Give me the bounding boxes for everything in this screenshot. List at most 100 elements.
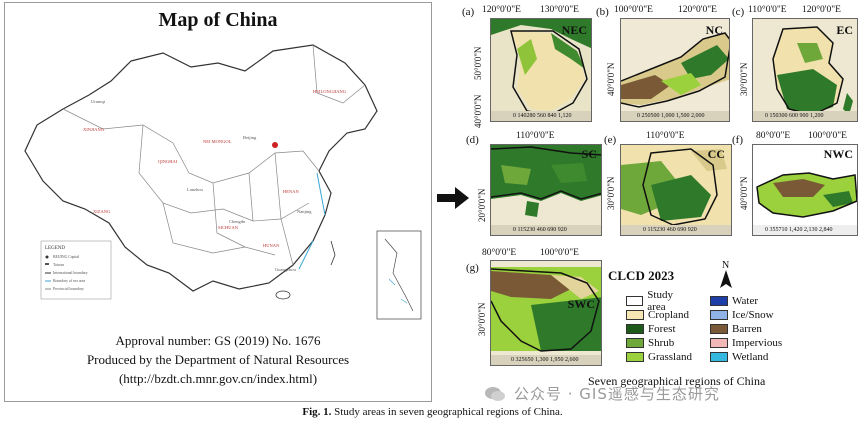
svg-text:QINGHAI: QINGHAI — [158, 159, 178, 164]
panel-g-lon-1: 80°0'0"E — [482, 248, 517, 258]
svg-text:Boundary of sea area: Boundary of sea area — [53, 279, 85, 283]
legend-item: Ice/Snow — [710, 308, 782, 321]
panel-g-code: SWC — [567, 297, 595, 311]
panel-b-scale: 0 250500 1,000 1,500 2,000 — [637, 113, 705, 119]
figure-caption-text: Study areas in seven geographical region… — [334, 406, 563, 418]
panel-a-code: NEC — [561, 23, 587, 37]
panel-g-scale: 0 325650 1,300 1,950 2,600 — [511, 357, 579, 363]
panel-f-scale: 0 355710 1,420 2,130 2,840 — [765, 227, 833, 233]
legend-title: CLCD 2023 — [608, 268, 675, 283]
panel-a-lat-1: 50°0'0"N — [473, 46, 483, 80]
panel-b-lat-1: 40°0'0"N — [606, 62, 616, 96]
legend-label: Shrub — [648, 336, 675, 349]
svg-text:Chengdu: Chengdu — [229, 219, 246, 224]
panel-e-map: CC 0 115230 460 690 920 — [620, 144, 732, 236]
legend-label: Impervious — [732, 336, 783, 349]
panel-g-label: (g) — [466, 262, 479, 274]
source-url: (http://bzdt.ch.mnr.gov.cn/index.html) — [118, 371, 318, 386]
legend-swatch — [626, 351, 644, 362]
china-map-panel: Map of China XINJIANG XIZANG QINGHAI NEI… — [4, 2, 432, 402]
panel-a-label: (a) — [462, 6, 475, 18]
china-map-title: Map of China — [158, 9, 278, 31]
svg-text:BEIJING Capital: BEIJING Capital — [53, 255, 79, 259]
svg-text:HEILONGJIANG: HEILONGJIANG — [313, 89, 347, 94]
panel-c-lon-2: 120°0'0"E — [802, 5, 841, 15]
panel-d-lat-1: 20°0'0"N — [477, 188, 487, 222]
panel-g-map: SWC 0 325650 1,300 1,950 2,600 — [490, 260, 602, 366]
legend-item: Wetland — [710, 350, 782, 363]
panel-f-lon-1: 80°0'0"E — [756, 131, 791, 141]
legend-label: Cropland — [648, 308, 689, 321]
panel-c-lat-1: 30°0'0"N — [739, 62, 749, 96]
legend-label: Ice/Snow — [732, 308, 774, 321]
panel-b-code: NC — [705, 23, 723, 37]
panel-b-map: NC 0 250500 1,000 1,500 2,000 — [620, 18, 730, 122]
svg-text:HUNAN: HUNAN — [263, 243, 280, 248]
svg-text:Lanzhou: Lanzhou — [187, 187, 203, 192]
legend-swatch — [710, 323, 728, 334]
legend-swatch — [710, 337, 728, 348]
panel-d-scale: 0 115230 460 690 920 — [513, 227, 567, 233]
svg-text:Taiwan: Taiwan — [53, 263, 64, 267]
legend-item: Forest — [626, 322, 692, 335]
svg-text:Provincial boundary: Provincial boundary — [53, 287, 84, 291]
panel-e-scale: 0 115230 460 690 920 — [643, 227, 697, 233]
china-outline-map: XINJIANG XIZANG QINGHAI NEI MONGOL HEILO… — [24, 44, 422, 320]
panel-b-lon-2: 120°0'0"E — [678, 5, 717, 15]
panel-e-label: (e) — [604, 134, 617, 146]
svg-text:XINJIANG: XINJIANG — [83, 127, 105, 132]
legend-column-1: Study area Cropland Forest Shrub Grassland — [626, 289, 692, 364]
svg-text:Guangzhou: Guangzhou — [275, 267, 296, 272]
legend-swatch — [626, 309, 644, 320]
legend-swatch — [626, 295, 644, 306]
svg-text:Nanjing: Nanjing — [297, 209, 312, 214]
legend-item: Cropland — [626, 308, 692, 321]
panel-b-lon-1: 100°0'0"E — [614, 5, 653, 15]
panel-c-code: EC — [836, 23, 853, 37]
panel-a-lon-2: 130°0'0"E — [540, 5, 579, 15]
panel-a-lon-1: 120°0'0"E — [482, 5, 521, 15]
panel-b-label: (b) — [596, 6, 609, 18]
legend-swatch — [710, 309, 728, 320]
legend-item: Barren — [710, 322, 782, 335]
approval-number: Approval number: GS (2019) No. 1676 — [115, 333, 321, 348]
panel-c-label: (c) — [732, 6, 745, 18]
panel-f-map: NWC 0 355710 1,420 2,130 2,840 — [752, 144, 858, 236]
svg-text:LEGEND: LEGEND — [45, 246, 65, 251]
legend-label: Grassland — [648, 350, 692, 363]
svg-text:XIZANG: XIZANG — [93, 209, 111, 214]
svg-text:Urumqi: Urumqi — [91, 99, 106, 104]
panel-d-code: SC — [581, 147, 597, 161]
panel-a-lat-2: 40°0'0"N — [473, 94, 483, 128]
panel-a-map: NEC 0 140280 560 840 1,120 — [490, 18, 592, 122]
produced-by: Produced by the Department of Natural Re… — [86, 352, 350, 367]
svg-text:NEI MONGOL: NEI MONGOL — [203, 139, 232, 144]
panel-f-label: (f) — [732, 134, 743, 146]
panel-f-lon-2: 100°0'0"E — [808, 131, 847, 141]
panel-d-label: (d) — [466, 134, 479, 146]
panel-d-map: SC 0 115230 460 690 920 — [490, 144, 602, 236]
figure-number: Fig. 1. — [302, 406, 332, 418]
right-arrow-icon — [437, 187, 469, 209]
watermark: 公众号 · GIS遥感与生态研究 — [484, 383, 720, 404]
panel-e-lon-1: 110°0'0"E — [646, 131, 685, 141]
watermark-text: 公众号 · GIS遥感与生态研究 — [514, 385, 720, 403]
legend-item: Study area — [626, 289, 692, 313]
legend-column-2: Water Ice/Snow Barren Impervious Wetland — [710, 294, 782, 364]
panel-c-map: EC 0 150300 600 900 1,200 — [752, 18, 858, 122]
legend-item: Impervious — [710, 336, 782, 349]
panel-g-lat-1: 30°0'0"N — [477, 302, 487, 336]
legend-swatch — [626, 337, 644, 348]
svg-text:SICHUAN: SICHUAN — [218, 225, 239, 230]
figure-caption: Fig. 1. Study areas in seven geographica… — [0, 406, 865, 418]
panel-g-lon-2: 100°0'0"E — [540, 248, 579, 258]
panel-d-lon-1: 110°0'0"E — [516, 131, 555, 141]
legend-item: Water — [710, 294, 782, 307]
wechat-icon — [485, 386, 505, 401]
legend-swatch — [626, 323, 644, 334]
legend-label: Forest — [648, 322, 676, 335]
panel-f-code: NWC — [823, 147, 853, 161]
svg-text:HENAN: HENAN — [283, 189, 299, 194]
legend-label: Wetland — [732, 350, 769, 363]
regions-caption: Seven geographical regions of China — [588, 374, 766, 388]
